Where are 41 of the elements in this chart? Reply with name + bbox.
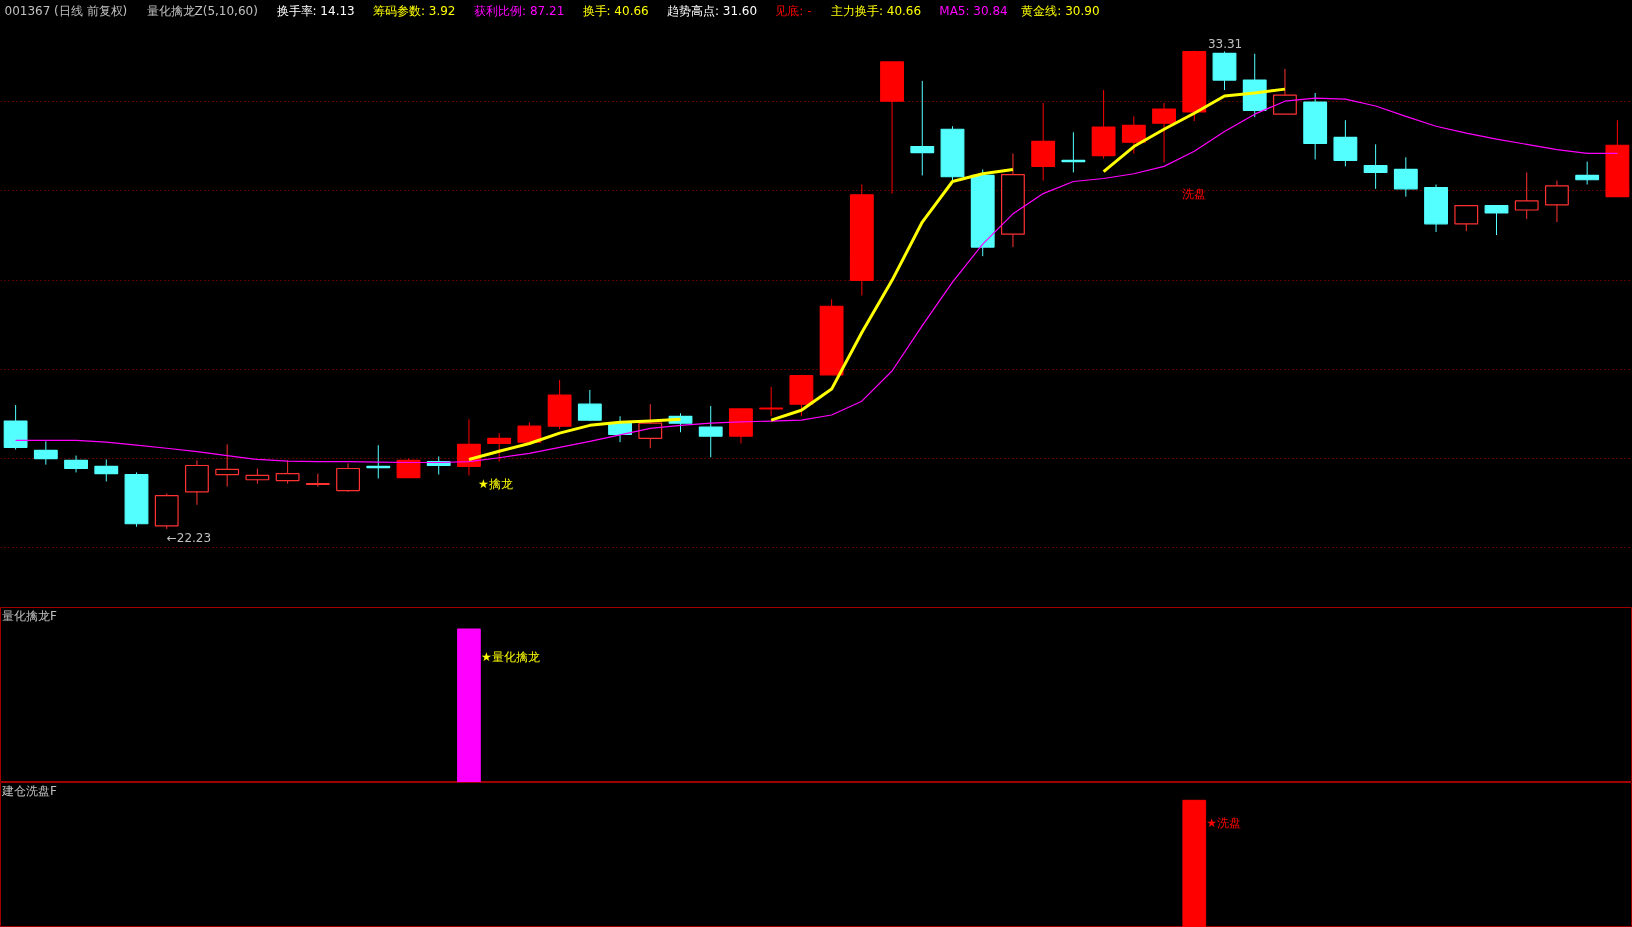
candlestick [1333, 119, 1358, 167]
candlestick [215, 443, 240, 488]
candlestick [1363, 143, 1388, 190]
text: 换手: 40.66 [582, 3, 649, 18]
annotation: ★擒龙 [478, 477, 513, 492]
text: 获利比例: 87.21 [474, 3, 565, 18]
chart-title: 量化擒龙F [2, 609, 58, 624]
candlestick [1484, 205, 1509, 236]
candlestick [759, 386, 784, 417]
text: 见底: - [775, 3, 812, 18]
text: 量化擒龙Z(5,10,60) [146, 3, 258, 18]
text: MA5: 30.84 [939, 3, 1008, 18]
candlestick [1575, 161, 1600, 186]
text: 换手率: 14.13 [276, 3, 355, 18]
text: 黄金线: 30.90 [1021, 3, 1100, 18]
candlestick [910, 80, 935, 176]
candlestick [33, 440, 58, 466]
chart-title: 001367 (日线 前复权) [4, 3, 128, 18]
text: 主力换手: 40.66 [830, 3, 922, 18]
candlestick [638, 403, 663, 449]
candlestick [1545, 180, 1569, 223]
candlestick [698, 405, 723, 458]
candlestick [275, 459, 300, 485]
candlestick [1514, 171, 1539, 220]
candlestick [1152, 102, 1176, 163]
candlestick [336, 462, 360, 493]
candlestick [1393, 156, 1418, 198]
chart-title: 建仓洗盘F [1, 783, 58, 798]
candlestick [1121, 115, 1146, 154]
text: 趋势高点: 31.60 [666, 3, 758, 18]
annotation: ←22.23 [166, 530, 212, 545]
candlestick [1273, 68, 1297, 115]
annotation: ★量化擒龙 [481, 649, 540, 664]
candlestick [577, 389, 602, 422]
annotation: 33.31 [1207, 36, 1243, 51]
annotation: 洗盘 [1182, 186, 1207, 201]
candlestick [1454, 205, 1479, 232]
candlestick [94, 458, 119, 482]
annotation: ★洗盘 [1206, 816, 1242, 831]
candlestick [487, 432, 512, 463]
text: 筹码参数: 3.92 [372, 3, 456, 18]
